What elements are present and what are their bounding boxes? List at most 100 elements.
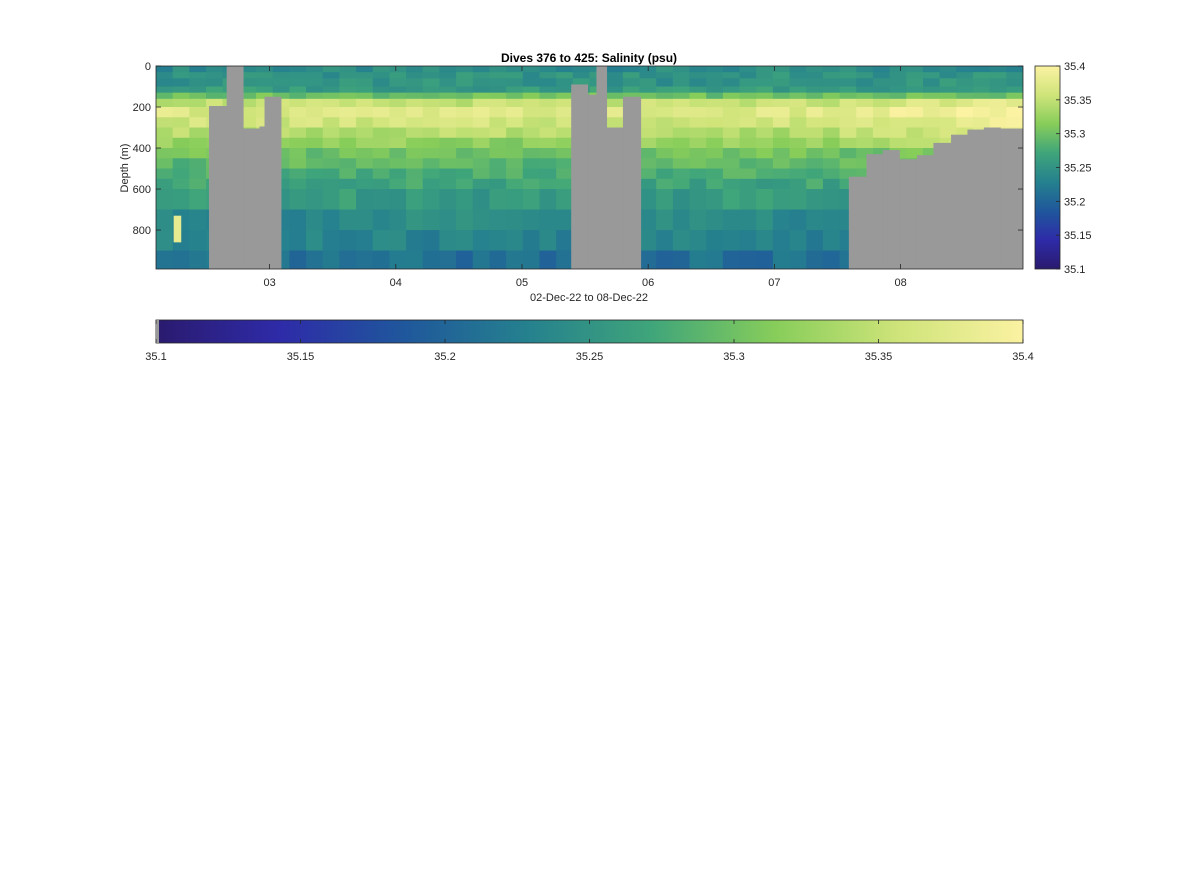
heatmap-cell [372, 178, 391, 190]
heatmap-cell [956, 72, 974, 79]
heatmap-cell [889, 117, 907, 129]
heatmap-cell [356, 137, 374, 149]
heatmap-cell [172, 148, 190, 159]
heatmap-cell [406, 86, 424, 94]
heatmap-cell [189, 72, 207, 79]
heatmap-cell [439, 148, 457, 159]
heatmap-cell [239, 117, 257, 129]
heatmap-cell [806, 158, 824, 170]
heatmap-cell [906, 72, 924, 79]
heatmap-cell [556, 72, 574, 79]
heatmap-cell [639, 189, 657, 211]
heatmap-cell [856, 72, 874, 79]
heatmap-cell [489, 158, 507, 170]
heatmap-cell [839, 78, 857, 88]
heatmap-cell [339, 189, 357, 211]
heatmap-cell [806, 117, 824, 129]
heatmap-cell [889, 98, 907, 108]
heatmap-cell [156, 189, 174, 211]
heatmap-cell [856, 78, 874, 88]
heatmap-cell [706, 137, 724, 149]
no-data-region [596, 66, 608, 269]
heatmap-cell [539, 78, 557, 88]
heatmap-cell [556, 209, 574, 231]
heatmap-cell [856, 98, 874, 108]
heatmap-cell [656, 158, 674, 170]
horizontal-colorbar-tick-label: 35.15 [287, 351, 315, 363]
heatmap-cell [506, 230, 524, 252]
heatmap-cell [406, 178, 424, 190]
heatmap-cell [356, 72, 374, 79]
heatmap-cell [506, 168, 524, 180]
heatmap-cell [639, 137, 657, 149]
heatmap-cell [856, 137, 874, 149]
heatmap-cell [656, 98, 674, 108]
heatmap-cell [639, 168, 657, 180]
heatmap-cell [289, 189, 307, 211]
heatmap-cell [289, 72, 307, 79]
salinity-anomaly [173, 215, 182, 243]
heatmap-cell [456, 86, 474, 94]
heatmap-cell [922, 137, 941, 149]
heatmap-cell [639, 209, 657, 231]
heatmap-cell [472, 168, 491, 180]
heatmap-cell [289, 127, 307, 139]
heatmap-cell [356, 189, 374, 211]
heatmap-cell [406, 72, 424, 79]
heatmap-area [156, 66, 1023, 269]
y-axis-ticks: 0 200 400 600 800 [133, 61, 1023, 237]
x-tick-label: 04 [390, 277, 402, 289]
heatmap-cell [322, 107, 341, 118]
heatmap-cell [472, 127, 491, 139]
heatmap-cell [972, 107, 991, 118]
heatmap-cell [556, 189, 574, 211]
heatmap-cell [389, 189, 407, 211]
heatmap-cell [739, 230, 757, 252]
heatmap-cell [189, 189, 207, 211]
heatmap-cell [872, 66, 891, 73]
heatmap-cell [472, 178, 491, 190]
heatmap-cell [822, 86, 841, 94]
heatmap-cell [389, 98, 407, 108]
heatmap-cell [272, 86, 290, 94]
heatmap-cell [422, 158, 441, 170]
heatmap-cell [456, 72, 474, 79]
heatmap-cell [506, 86, 524, 94]
heatmap-cell [456, 117, 474, 129]
heatmap-cell [156, 92, 174, 100]
heatmap-cell [872, 117, 891, 129]
heatmap-cell [289, 158, 307, 170]
heatmap-cell [422, 137, 441, 149]
heatmap-cell [256, 86, 274, 94]
heatmap-cell [989, 92, 1007, 100]
horizontal-colorbar-tick-label: 35.4 [1012, 351, 1033, 363]
heatmap-cell [339, 72, 357, 79]
heatmap-cell [822, 148, 841, 159]
heatmap-cell [672, 209, 691, 231]
heatmap-cell [822, 107, 841, 118]
heatmap-cell [506, 148, 524, 159]
heatmap-cell [756, 78, 774, 88]
heatmap-cell [1006, 98, 1023, 108]
heatmap-cell [739, 158, 757, 170]
heatmap-cell [206, 98, 224, 108]
heatmap-cell [322, 230, 341, 252]
heatmap-cell [689, 148, 707, 159]
heatmap-cell [472, 72, 491, 79]
heatmap-cell [739, 148, 757, 159]
heatmap-cell [239, 86, 257, 94]
heatmap-cell [856, 86, 874, 94]
heatmap-cell [672, 178, 691, 190]
heatmap-cell [706, 98, 724, 108]
heatmap-cell [189, 137, 207, 149]
heatmap-cell [539, 127, 557, 139]
heatmap-cell [306, 86, 324, 94]
heatmap-cell [789, 66, 807, 73]
heatmap-cell [339, 178, 357, 190]
heatmap-cell [389, 158, 407, 170]
heatmap-cell [706, 127, 724, 139]
heatmap-cell [422, 189, 441, 211]
heatmap-cell [689, 178, 707, 190]
heatmap-cell [172, 86, 190, 94]
